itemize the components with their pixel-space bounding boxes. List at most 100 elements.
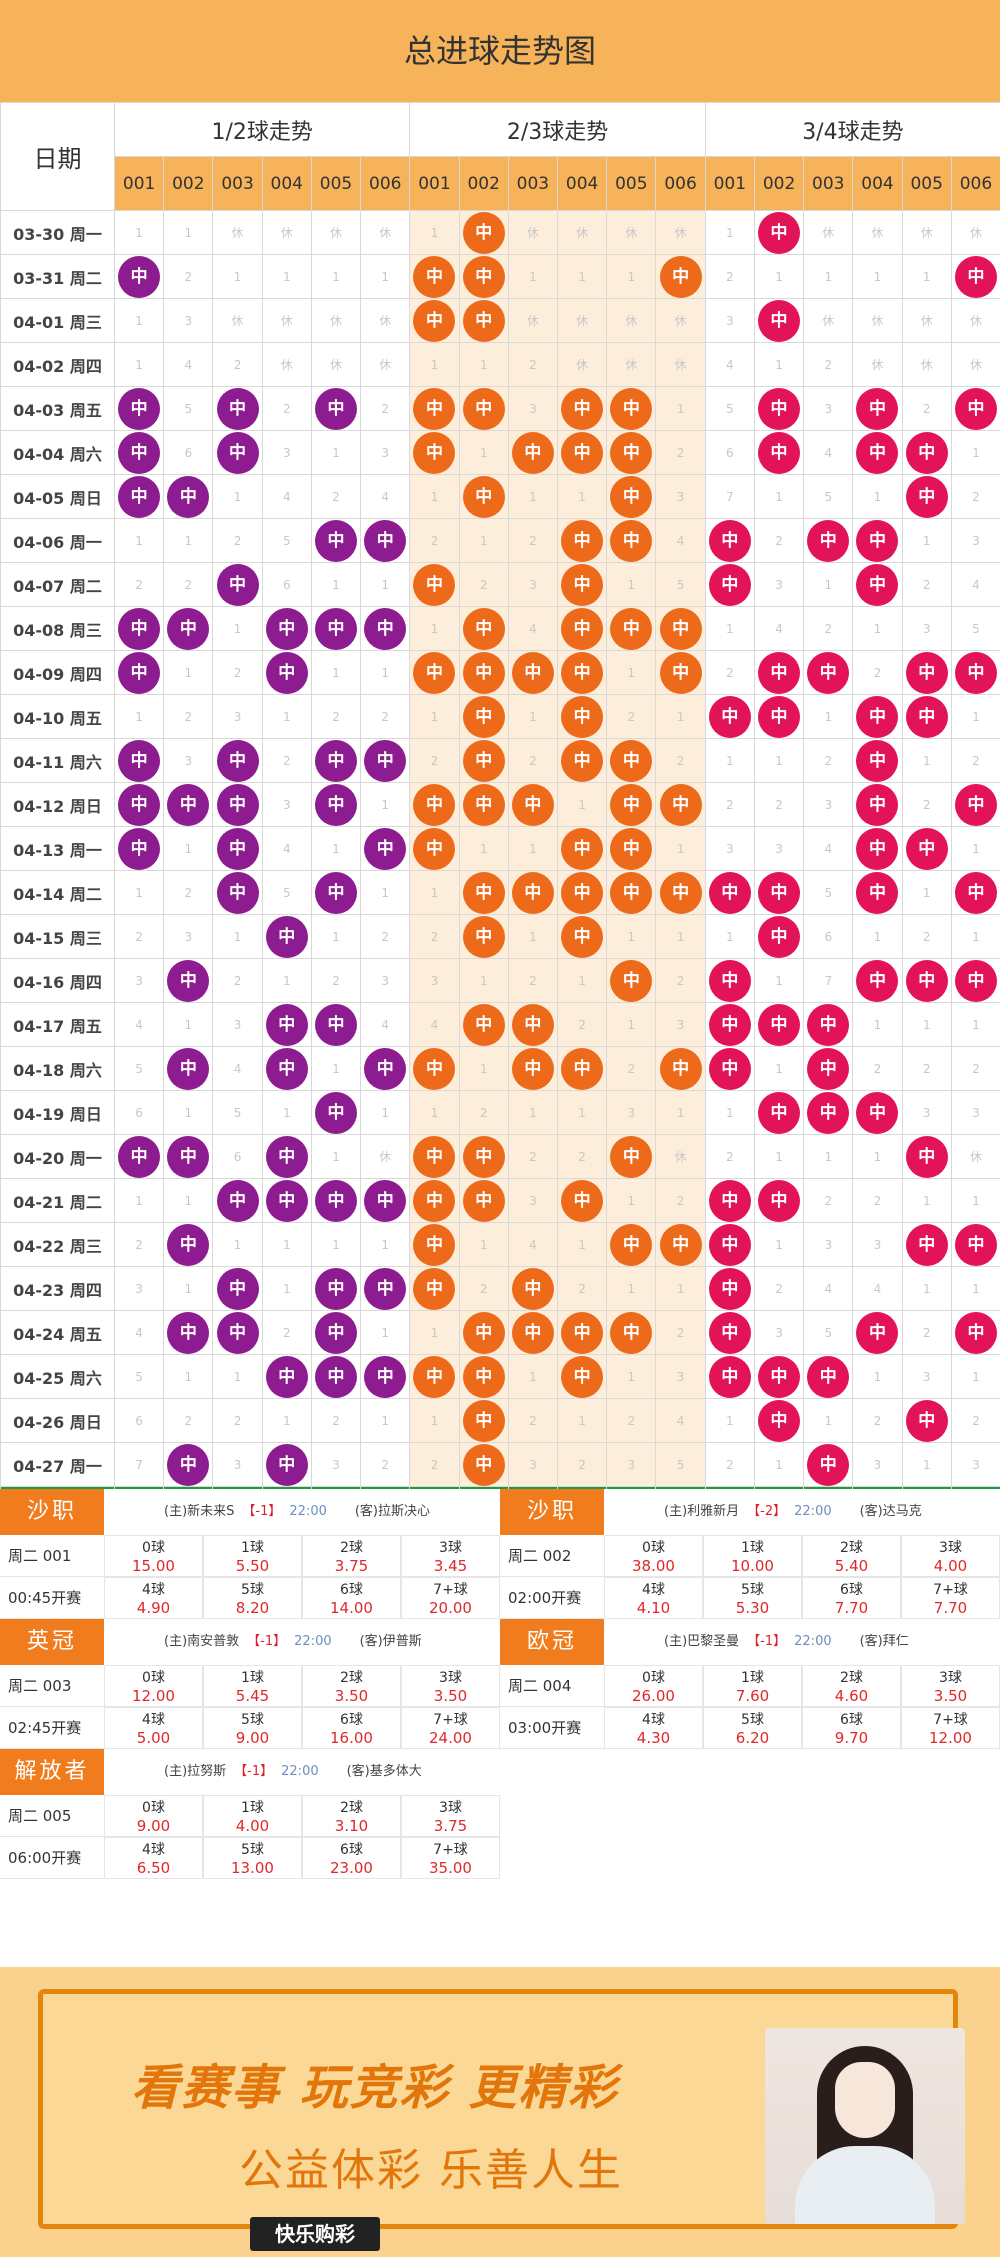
hit-ball: 中: [413, 827, 456, 870]
hit-ball: 中: [610, 871, 653, 914]
trend-cell: 中: [458, 606, 509, 651]
odds-option[interactable]: 5球 8.20: [203, 1577, 302, 1619]
trend-cell: 中: [409, 1134, 460, 1179]
trend-row: 03-31 周二中 2 1 1 1 1 中中 1 1 1 中 2 1 1 1 1 中: [0, 254, 1000, 299]
trend-cell: 中: [557, 386, 608, 431]
trend-cell: 中: [507, 782, 559, 827]
odds-option[interactable]: 3球 3.75: [401, 1795, 500, 1837]
trend-cell: 2: [901, 562, 952, 607]
odds-option[interactable]: 6球 16.00: [302, 1707, 401, 1749]
trend-cell: 4: [113, 1002, 165, 1047]
hit-ball: 中: [265, 607, 308, 650]
odds-option[interactable]: 1球 7.60: [703, 1665, 802, 1707]
odds-option[interactable]: 7+球 20.00: [401, 1577, 500, 1619]
trend-cell: 中: [409, 650, 460, 695]
odds-option[interactable]: 3球 4.00: [901, 1535, 1000, 1577]
row-date: 04-11 周六: [0, 738, 115, 783]
hit-ball: 中: [511, 1311, 554, 1354]
odds-option[interactable]: 0球 38.00: [604, 1535, 703, 1577]
trend-cell: 1: [113, 298, 165, 343]
odds-option[interactable]: 7+球 24.00: [401, 1707, 500, 1749]
odds-option[interactable]: 1球 5.45: [203, 1665, 302, 1707]
odds-option[interactable]: 6球 9.70: [802, 1707, 901, 1749]
goal-count-label: 4球: [142, 1582, 165, 1598]
odds-value: 3.50: [433, 1687, 468, 1705]
trend-cell: 休: [507, 210, 559, 255]
hit-ball: 中: [954, 783, 997, 826]
odds-value: 20.00: [429, 1599, 472, 1617]
trend-cell: 1: [753, 474, 805, 519]
odds-option[interactable]: 4球 4.10: [604, 1577, 703, 1619]
trend-cell: 2: [557, 1002, 608, 1047]
trend-cell: 4: [803, 1266, 854, 1311]
odds-option[interactable]: 3球 3.45: [401, 1535, 500, 1577]
odds-option[interactable]: 5球 9.00: [203, 1707, 302, 1749]
odds-option[interactable]: 0球 26.00: [604, 1665, 703, 1707]
trend-cell: 中: [458, 1310, 509, 1355]
odds-option[interactable]: 4球 4.90: [104, 1577, 203, 1619]
hit-ball: 中: [708, 1179, 751, 1222]
odds-option[interactable]: 2球 3.75: [302, 1535, 401, 1577]
odds-option[interactable]: 1球 10.00: [703, 1535, 802, 1577]
row-date: 04-04 周六: [0, 430, 115, 475]
odds-option[interactable]: 5球 13.00: [203, 1837, 302, 1879]
hit-ball: 中: [954, 871, 997, 914]
trend-row: 04-25 周六 5 1 1 中中中中中 1 中 1 3 中中中 1 3 1: [0, 1354, 1000, 1399]
odds-option[interactable]: 0球 12.00: [104, 1665, 203, 1707]
odds-option[interactable]: 7+球 12.00: [901, 1707, 1000, 1749]
trend-cell: 中: [557, 914, 608, 959]
trend-cell: 1: [655, 914, 706, 959]
trend-cell: 1: [409, 870, 460, 915]
trend-cell: 中: [704, 1178, 755, 1223]
odds-option[interactable]: 4球 4.30: [604, 1707, 703, 1749]
odds-option[interactable]: 5球 5.30: [703, 1577, 802, 1619]
odds-option[interactable]: 7+球 7.70: [901, 1577, 1000, 1619]
odds-value: 9.00: [235, 1729, 270, 1747]
trend-cell: 中: [655, 254, 706, 299]
hit-ball: 中: [265, 1135, 308, 1178]
odds-option[interactable]: 6球 7.70: [802, 1577, 901, 1619]
odds-option[interactable]: 2球 3.10: [302, 1795, 401, 1837]
trend-cell: 2: [163, 254, 214, 299]
odds-option[interactable]: 5球 6.20: [703, 1707, 802, 1749]
odds-option[interactable]: 2球 5.40: [802, 1535, 901, 1577]
odds-option[interactable]: 4球 5.00: [104, 1707, 203, 1749]
date-header: 日期: [0, 102, 115, 211]
trend-cell: 3: [950, 518, 1000, 563]
hit-ball: 中: [118, 431, 161, 474]
trend-cell: 2: [950, 738, 1000, 783]
odds-option[interactable]: 0球 9.00: [104, 1795, 203, 1837]
odds-option[interactable]: 7+球 35.00: [401, 1837, 500, 1879]
odds-option[interactable]: 1球 4.00: [203, 1795, 302, 1837]
hit-ball: 中: [659, 871, 702, 914]
odds-option[interactable]: 6球 14.00: [302, 1577, 401, 1619]
hit-ball: 中: [167, 1443, 210, 1486]
odds-option[interactable]: 1球 5.50: [203, 1535, 302, 1577]
hit-ball: 中: [462, 1003, 505, 1046]
trend-cell: 1: [310, 650, 362, 695]
trend-cell: 3: [753, 826, 805, 871]
hit-ball: 中: [216, 387, 259, 430]
hit-ball: 中: [413, 783, 456, 826]
trend-cell: 中: [507, 1002, 559, 1047]
trend-cell: 中: [704, 1266, 755, 1311]
odds-option[interactable]: 0球 15.00: [104, 1535, 203, 1577]
trend-cell: 2: [409, 738, 460, 783]
odds-option[interactable]: 2球 3.50: [302, 1665, 401, 1707]
trend-cell: 2: [212, 1398, 263, 1443]
odds-option[interactable]: 3球 3.50: [401, 1665, 500, 1707]
trend-cell: 2: [360, 1442, 411, 1487]
column-number-header: 004: [261, 156, 312, 211]
hit-ball: 中: [413, 1047, 456, 1090]
hit-ball: 中: [561, 739, 604, 782]
odds-option[interactable]: 6球 23.00: [302, 1837, 401, 1879]
odds-option[interactable]: 2球 4.60: [802, 1665, 901, 1707]
hit-ball: 中: [758, 1003, 801, 1046]
trend-cell: 6: [261, 562, 312, 607]
trend-cell: 1: [852, 606, 903, 651]
trend-cell: 中: [212, 738, 263, 783]
trend-cell: 中: [803, 1442, 854, 1487]
odds-option[interactable]: 4球 6.50: [104, 1837, 203, 1879]
trend-cell: 中: [950, 958, 1000, 1003]
odds-option[interactable]: 3球 3.50: [901, 1665, 1000, 1707]
